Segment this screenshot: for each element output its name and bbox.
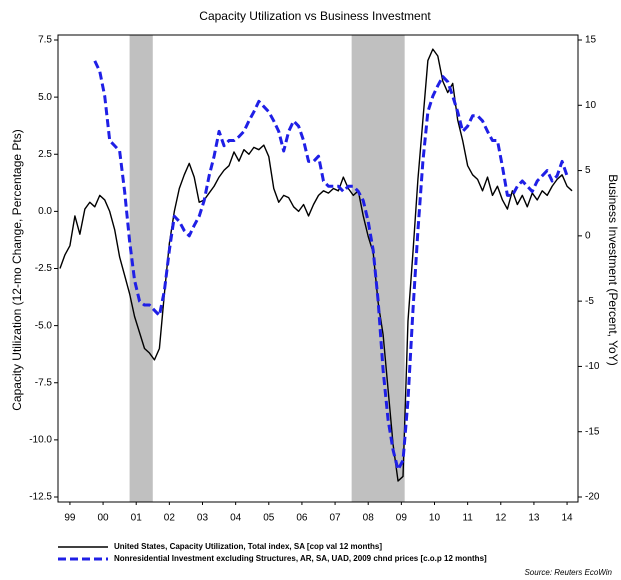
x-tick-label: 03 [197,513,209,524]
series-line [59,48,573,482]
source-note: Source: Reuters EcoWin [524,568,612,577]
y2-tick-label: 0 [585,230,591,241]
y-tick-label: -7.5 [35,377,53,388]
y2-tick-label: -15 [585,426,600,437]
x-tick-label: 14 [562,513,574,524]
y-tick-label: -12.5 [29,492,52,503]
x-tick-label: 05 [263,513,275,524]
y-tick-label: 5.0 [38,92,52,103]
x-tick-label: 07 [330,513,342,524]
x-tick-label: 01 [131,513,143,524]
x-tick-label: 12 [495,513,507,524]
x-tick-label: 99 [64,513,76,524]
legend-label: Nonresidential Investment excluding Stru… [114,554,487,563]
y-tick-label: -2.5 [35,263,53,274]
x-tick-label: 08 [363,513,375,524]
y-tick-label: -5.0 [35,320,53,331]
x-tick-label: 13 [528,513,540,524]
x-tick-label: 11 [462,513,473,524]
y2-axis-label: Business Investment (Percent, YoY) [606,174,620,365]
y2-tick-label: -20 [585,492,600,503]
y-tick-label: 7.5 [38,35,52,46]
y2-tick-label: 10 [585,100,597,111]
series-line [93,60,569,472]
y2-tick-label: -5 [585,296,594,307]
y-tick-label: -10.0 [29,435,52,446]
y-tick-label: 2.5 [38,149,52,160]
recession-band [129,35,153,502]
chart-title: Capacity Utilization vs Business Investm… [199,9,431,23]
legend-label: United States, Capacity Utilization, Tot… [114,542,382,551]
x-tick-label: 02 [164,513,176,524]
y2-tick-label: 5 [585,165,591,176]
x-tick-label: 00 [98,513,110,524]
y2-tick-label: -10 [585,361,600,372]
y2-tick-label: 15 [585,35,597,46]
x-tick-label: 10 [429,513,441,524]
x-tick-label: 09 [396,513,408,524]
x-tick-label: 06 [296,513,308,524]
x-tick-label: 04 [230,513,242,524]
y-axis-label: Capacity Utilization (12-mo Change, Perc… [10,129,24,410]
y-tick-label: 0.0 [38,206,52,217]
recession-band [351,35,405,502]
